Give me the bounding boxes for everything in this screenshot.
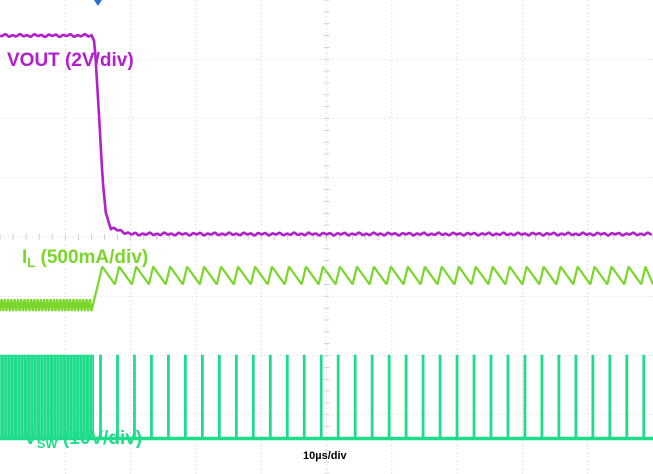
- il-label-sub: L: [27, 255, 36, 270]
- vout-label: VOUT (2V/div): [7, 50, 134, 71]
- vsw-trace: [0, 354, 653, 440]
- il-label-rest: (500mA/div): [35, 247, 149, 268]
- scope-traces: [0, 32, 653, 441]
- vsw-label-main: V: [24, 428, 37, 449]
- vout-trace: [0, 32, 653, 237]
- timebase-label: 10µs/div: [303, 450, 347, 462]
- il-label-main: I: [22, 247, 28, 268]
- vsw-label-rest: (10V/div): [57, 428, 143, 449]
- il-label: IL (500mA/div): [22, 247, 149, 270]
- vsw-label-sub: SW: [36, 436, 58, 451]
- vsw-label: VSW (10V/div): [24, 428, 143, 451]
- trigger-marker: [93, 0, 102, 6]
- il-trace: [0, 265, 653, 312]
